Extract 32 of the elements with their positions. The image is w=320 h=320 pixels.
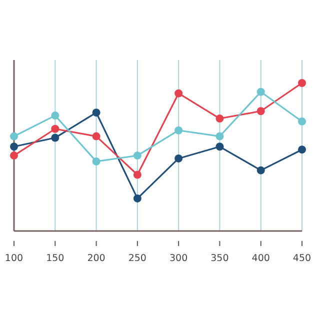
x-tick-label: 450	[292, 253, 312, 264]
point	[174, 126, 183, 134]
point	[298, 117, 306, 126]
x-tick-label: 150	[46, 253, 64, 264]
point	[298, 79, 306, 87]
point	[92, 157, 100, 166]
point	[10, 152, 18, 160]
point	[216, 114, 224, 123]
point	[133, 152, 142, 160]
point	[10, 142, 18, 151]
point	[298, 146, 306, 154]
x-tick-label: 350	[210, 253, 229, 264]
point	[51, 134, 60, 142]
point	[10, 132, 18, 140]
point	[51, 112, 60, 120]
x-tick-label: 300	[170, 253, 188, 264]
x-tick-label: 250	[128, 253, 146, 264]
point	[256, 166, 265, 174]
point	[256, 88, 265, 96]
point	[216, 132, 224, 140]
point	[256, 107, 265, 116]
point	[92, 108, 100, 117]
x-tick-label: 400	[252, 253, 270, 264]
point	[174, 89, 183, 98]
point	[133, 170, 142, 179]
point	[216, 142, 224, 151]
point	[51, 124, 60, 133]
point	[133, 194, 142, 202]
x-tick-label: 200	[87, 253, 106, 264]
x-tick-label: 100	[4, 253, 24, 264]
point	[92, 132, 100, 140]
point	[174, 154, 183, 162]
